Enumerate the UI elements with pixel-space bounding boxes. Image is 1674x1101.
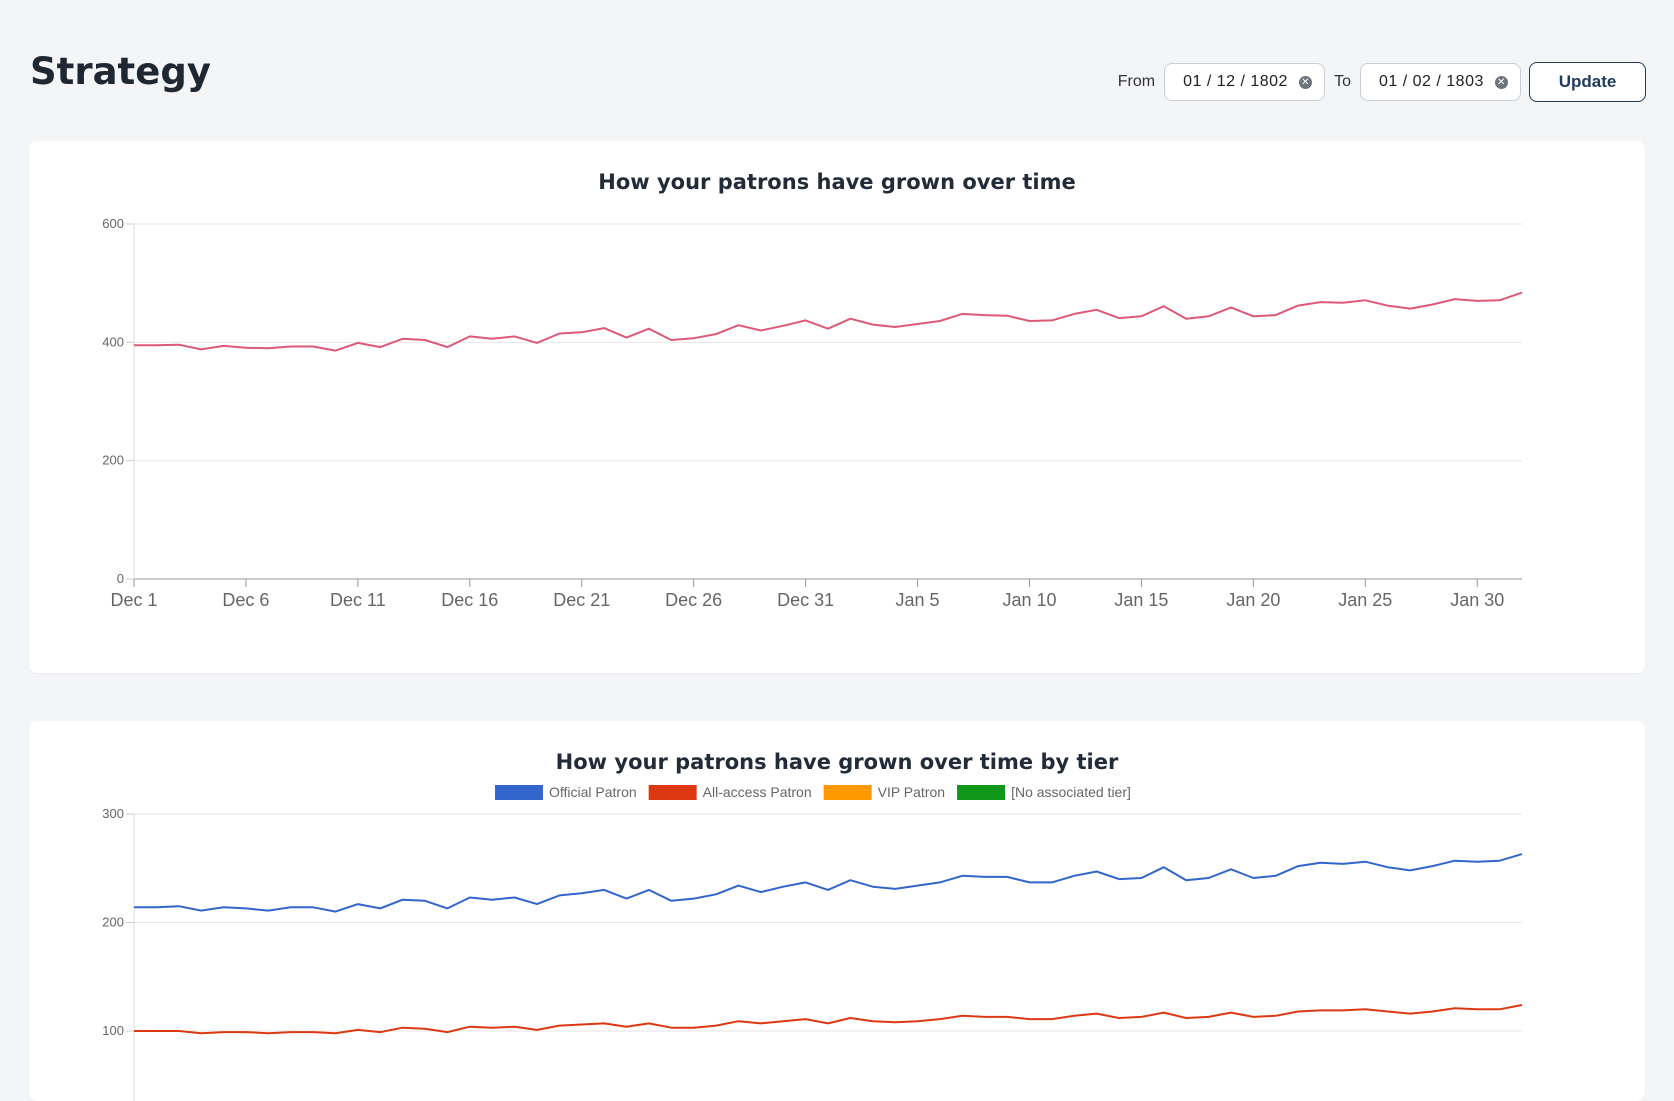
series-line-all-access-patron — [134, 1004, 1523, 1035]
tier-patrons-card: How your patrons have grown over time by… — [29, 721, 1645, 1101]
chart-title: How your patrons have grown over time — [598, 170, 1075, 194]
chart-title: How your patrons have grown over time by… — [556, 750, 1119, 774]
y-tick-label: 400 — [102, 334, 124, 349]
to-date-input[interactable]: 01 / 02 / 1803 ✕ — [1360, 63, 1521, 101]
legend-label: Official Patron — [549, 784, 637, 800]
total-patrons-card: How your patrons have grown over time 0 2… — [29, 141, 1645, 673]
y-tick-label: 100 — [102, 1023, 124, 1038]
y-tick-label: 200 — [102, 915, 124, 930]
x-tick-label: Dec 21 — [553, 590, 610, 610]
x-tick-label: Dec 26 — [665, 590, 722, 610]
from-label: From — [1117, 73, 1156, 90]
clear-from-icon[interactable]: ✕ — [1299, 75, 1313, 89]
clear-to-icon[interactable]: ✕ — [1495, 75, 1508, 89]
x-tick-label: Dec 16 — [441, 590, 498, 610]
x-tick-label: Jan 25 — [1338, 590, 1392, 610]
x-tick-label: Jan 5 — [896, 590, 940, 610]
y-tick-label: 0 — [117, 571, 124, 586]
tier-patrons-chart: How your patrons have grown over time by… — [102, 750, 1523, 1101]
x-tick-label: Jan 15 — [1114, 590, 1168, 610]
x-tick-label: Dec 1 — [110, 590, 157, 610]
y-tick-label: 300 — [102, 806, 124, 821]
x-tick-label: Jan 30 — [1450, 590, 1504, 610]
legend-label: All-access Patron — [703, 784, 812, 800]
date-range-controls: From 01 / 12 / 1802 ✕ To 01 / 02 / 1803 … — [1109, 62, 1646, 102]
legend-swatch — [648, 785, 697, 800]
legend-swatch — [495, 785, 543, 800]
to-label: To — [1334, 73, 1351, 90]
series-line-official-patron — [134, 853, 1523, 913]
x-tick-label: Dec 11 — [330, 590, 386, 610]
x-tick-label: Jan 10 — [1002, 590, 1056, 610]
to-date-value: 01 / 02 / 1803 — [1379, 73, 1484, 90]
series-line-total — [134, 291, 1523, 352]
y-tick-label: 200 — [102, 453, 124, 468]
from-date-input[interactable]: 01 / 12 / 1802 ✕ — [1164, 63, 1326, 101]
x-tick-label: Dec 31 — [777, 590, 834, 610]
y-tick-label: 600 — [102, 216, 124, 231]
update-button[interactable]: Update — [1529, 62, 1646, 102]
legend-label: VIP Patron — [878, 784, 945, 800]
page-title: Strategy — [30, 50, 211, 93]
from-date-value: 01 / 12 / 1802 — [1183, 73, 1288, 90]
x-tick-label: Jan 20 — [1226, 590, 1280, 610]
legend-swatch — [957, 785, 1006, 800]
legend-label: [No associated tier] — [1011, 784, 1131, 800]
total-patrons-chart: How your patrons have grown over time 0 2… — [102, 170, 1523, 610]
legend-swatch — [823, 785, 872, 800]
x-tick-label: Dec 6 — [222, 590, 269, 610]
